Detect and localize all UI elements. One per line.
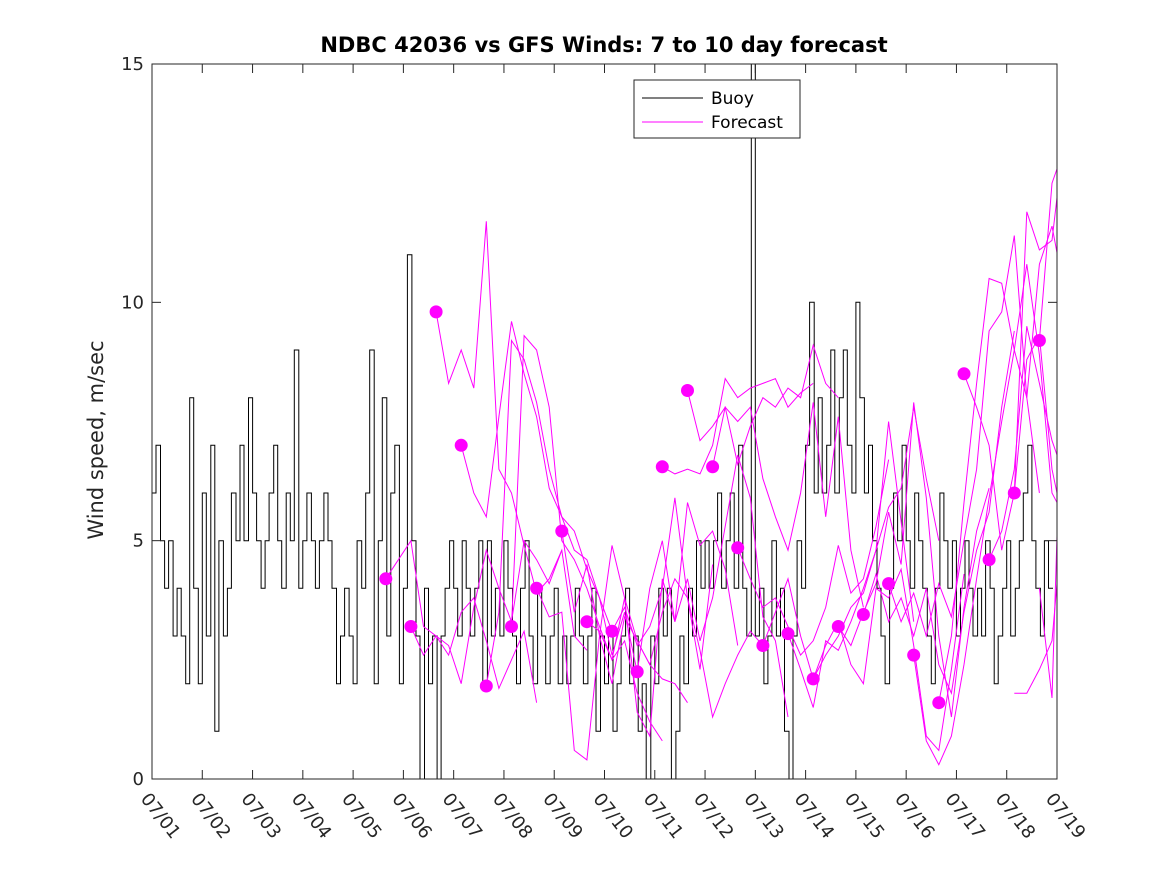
forecast-point-25 <box>1007 486 1021 500</box>
legend-buoy-label: Buoy <box>711 89 754 109</box>
forecast-series-line-22 <box>938 225 1057 703</box>
forecast-series-line-27 <box>1014 583 1057 694</box>
forecast-series-line-14 <box>737 459 890 657</box>
forecast-point-9 <box>605 624 619 638</box>
forecast-point-23 <box>957 367 971 381</box>
forecast-point-0 <box>379 572 393 586</box>
forecast-series-line-28 <box>1038 535 1057 699</box>
y-tick-label-1: 5 <box>133 531 144 552</box>
forecast-point-19 <box>856 608 870 621</box>
forecast-series-line-12 <box>687 343 839 467</box>
forecast-series-line-2 <box>435 221 588 651</box>
forecast-series-line-0 <box>385 539 538 703</box>
forecast-series-line-13 <box>712 402 864 608</box>
forecast-point-1 <box>404 620 418 633</box>
legend: Buoy Forecast <box>633 79 801 139</box>
forecast-point-15 <box>756 639 770 652</box>
forecast-point-17 <box>806 672 820 686</box>
forecast-series-line-8 <box>586 502 739 738</box>
forecast-series-line-1 <box>410 539 563 684</box>
forecast-series-line-26 <box>1038 168 1057 341</box>
forecast-point-6 <box>530 581 544 595</box>
y-tick-label-2: 10 <box>121 292 144 313</box>
forecast-point-24 <box>982 553 996 567</box>
forecast-point-4 <box>479 679 493 693</box>
forecast-point-21 <box>907 648 921 662</box>
forecast-point-12 <box>681 384 694 397</box>
forecast-series-line-20 <box>888 235 1040 638</box>
forecast-series-line-24 <box>988 326 1057 560</box>
forecast-point-16 <box>781 627 795 641</box>
forecast-point-7 <box>555 524 569 538</box>
forecast-point-2 <box>429 305 443 319</box>
forecast-point-8 <box>580 615 594 629</box>
forecast-series-line-25 <box>1013 197 1057 494</box>
legend-box <box>633 79 801 139</box>
forecast-series-line-11 <box>662 377 814 475</box>
forecast-series-line-9 <box>611 497 764 719</box>
forecast-point-10 <box>630 665 644 679</box>
forecast-point-18 <box>831 620 845 633</box>
forecast-point-20 <box>882 577 896 591</box>
forecast-point-5 <box>505 620 518 633</box>
forecast-series-line-10 <box>636 454 789 718</box>
forecast-series-line-6 <box>536 545 688 761</box>
forecast-series-line-3 <box>460 321 613 632</box>
forecast-point-26 <box>1032 334 1046 347</box>
plot-content <box>152 64 1057 779</box>
forecast-series-line-15 <box>762 421 915 681</box>
chart-title: NDBC 42036 vs GFS Winds: 7 to 10 day for… <box>320 33 887 57</box>
forecast-series-line-5 <box>511 334 663 742</box>
y-tick-label-3: 15 <box>121 54 144 75</box>
forecast-point-3 <box>454 438 468 452</box>
forecast-point-14 <box>731 541 745 555</box>
buoy-series-line <box>152 64 1053 779</box>
forecast-series-line-21 <box>913 264 1057 766</box>
forecast-point-11 <box>655 460 669 474</box>
forecast-point-22 <box>932 696 946 710</box>
forecast-series-line-4 <box>485 338 638 687</box>
forecast-point-13 <box>706 460 720 474</box>
y-axis-label: Wind speed, m/sec <box>84 340 108 539</box>
forecast-series-line-19 <box>862 330 1015 695</box>
y-tick-label-0: 0 <box>133 769 144 790</box>
legend-forecast-label: Forecast <box>711 113 783 133</box>
plot-area <box>152 64 1057 779</box>
